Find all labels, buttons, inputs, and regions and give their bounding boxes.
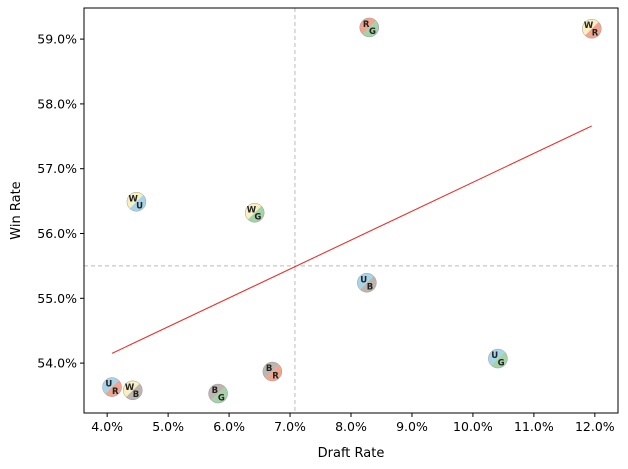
point-letter-second: B <box>133 390 139 400</box>
point-half-u <box>357 273 374 290</box>
point-letter-second: B <box>367 283 373 293</box>
plot-frame <box>83 7 619 414</box>
x-tick-label: 12.0% <box>575 419 615 434</box>
point-outline <box>582 18 602 39</box>
x-tick-label: 7.0% <box>274 419 306 434</box>
point-half-g <box>211 386 228 404</box>
point-half-b <box>360 276 377 293</box>
point-outline <box>126 192 147 212</box>
point-letter-second: R <box>272 371 279 381</box>
point-outline <box>102 377 122 397</box>
point-half-w <box>126 192 144 209</box>
point-half-u <box>102 377 119 394</box>
trend-line <box>111 125 593 354</box>
point-letter-first: W <box>247 205 257 215</box>
point-half-g <box>362 20 379 37</box>
x-tick-label: 5.0% <box>152 419 184 434</box>
point-half-g <box>247 206 265 223</box>
point-letter-first: W <box>584 21 594 31</box>
point-outline <box>357 273 377 293</box>
point-letter-second: G <box>254 213 261 223</box>
point-letter-first: U <box>105 380 112 390</box>
point-outline <box>262 361 283 382</box>
point-letter-first: U <box>360 275 367 285</box>
point-half-u <box>488 349 505 366</box>
point-letter-first: B <box>212 386 218 396</box>
x-axis-label: Draft Rate <box>318 446 385 461</box>
y-tick-label: 58.0% <box>37 96 77 111</box>
point-letter-second: U <box>136 202 143 212</box>
reference-lines <box>84 8 618 413</box>
point-letter-first: W <box>129 194 139 204</box>
trend-line-group <box>111 125 593 354</box>
point-letter-second: R <box>592 29 599 39</box>
y-tick-label: 59.0% <box>37 32 77 47</box>
x-tick-label: 8.0% <box>335 419 367 434</box>
point-rg: RG <box>359 17 380 38</box>
point-wr: WR <box>582 18 602 39</box>
point-half-r <box>359 17 377 35</box>
x-tick-label: 6.0% <box>213 419 245 434</box>
point-half-r <box>265 364 282 382</box>
point-outline <box>359 17 380 38</box>
point-br: BR <box>262 361 283 382</box>
point-letter-second: G <box>369 27 376 37</box>
point-half-g <box>491 351 508 369</box>
point-half-w <box>582 19 599 36</box>
point-half-w <box>245 203 262 220</box>
y-tick-label: 56.0% <box>37 226 77 241</box>
point-half-b <box>208 384 225 401</box>
point-wb: WB <box>123 380 143 401</box>
point-wu: WU <box>126 192 147 212</box>
point-half-b <box>126 383 143 400</box>
point-half-r <box>585 22 602 39</box>
point-bg: BG <box>208 383 228 404</box>
point-half-r <box>105 380 122 397</box>
point-outline <box>123 380 143 401</box>
point-letter-first: U <box>491 351 498 361</box>
point-letter-first: W <box>125 383 135 393</box>
y-axis-label: Win Rate <box>9 181 24 239</box>
point-half-b <box>262 362 280 379</box>
point-outline <box>208 383 228 404</box>
point-ug: UG <box>488 348 508 369</box>
point-letter-second: R <box>112 387 119 397</box>
point-letter-first: B <box>266 364 272 374</box>
point-half-u <box>129 195 146 212</box>
y-tick-label: 55.0% <box>37 291 77 306</box>
point-half-w <box>123 380 140 398</box>
x-tick-label: 9.0% <box>396 419 428 434</box>
point-outline <box>488 348 508 369</box>
x-tick-label: 4.0% <box>91 419 123 434</box>
y-tick-label: 57.0% <box>37 161 77 176</box>
x-axis: 4.0% 5.0% 6.0% 7.0% 8.0% 9.0% 10.0% 11.0% 12.0% <box>91 413 615 434</box>
point-letter-second: G <box>218 393 225 403</box>
point-ub: UB <box>357 273 377 293</box>
point-letter-first: R <box>363 20 370 30</box>
x-tick-label: 10.0% <box>453 419 493 434</box>
point-letter-second: G <box>498 358 505 368</box>
x-tick-label: 11.0% <box>514 419 554 434</box>
y-tick-label: 54.0% <box>37 356 77 371</box>
point-outline <box>244 203 265 223</box>
y-axis: 54.0% 55.0% 56.0% 57.0% 58.0% 59.0% <box>37 32 84 371</box>
point-wg: WG <box>244 203 265 223</box>
point-ur: UR <box>102 377 122 397</box>
